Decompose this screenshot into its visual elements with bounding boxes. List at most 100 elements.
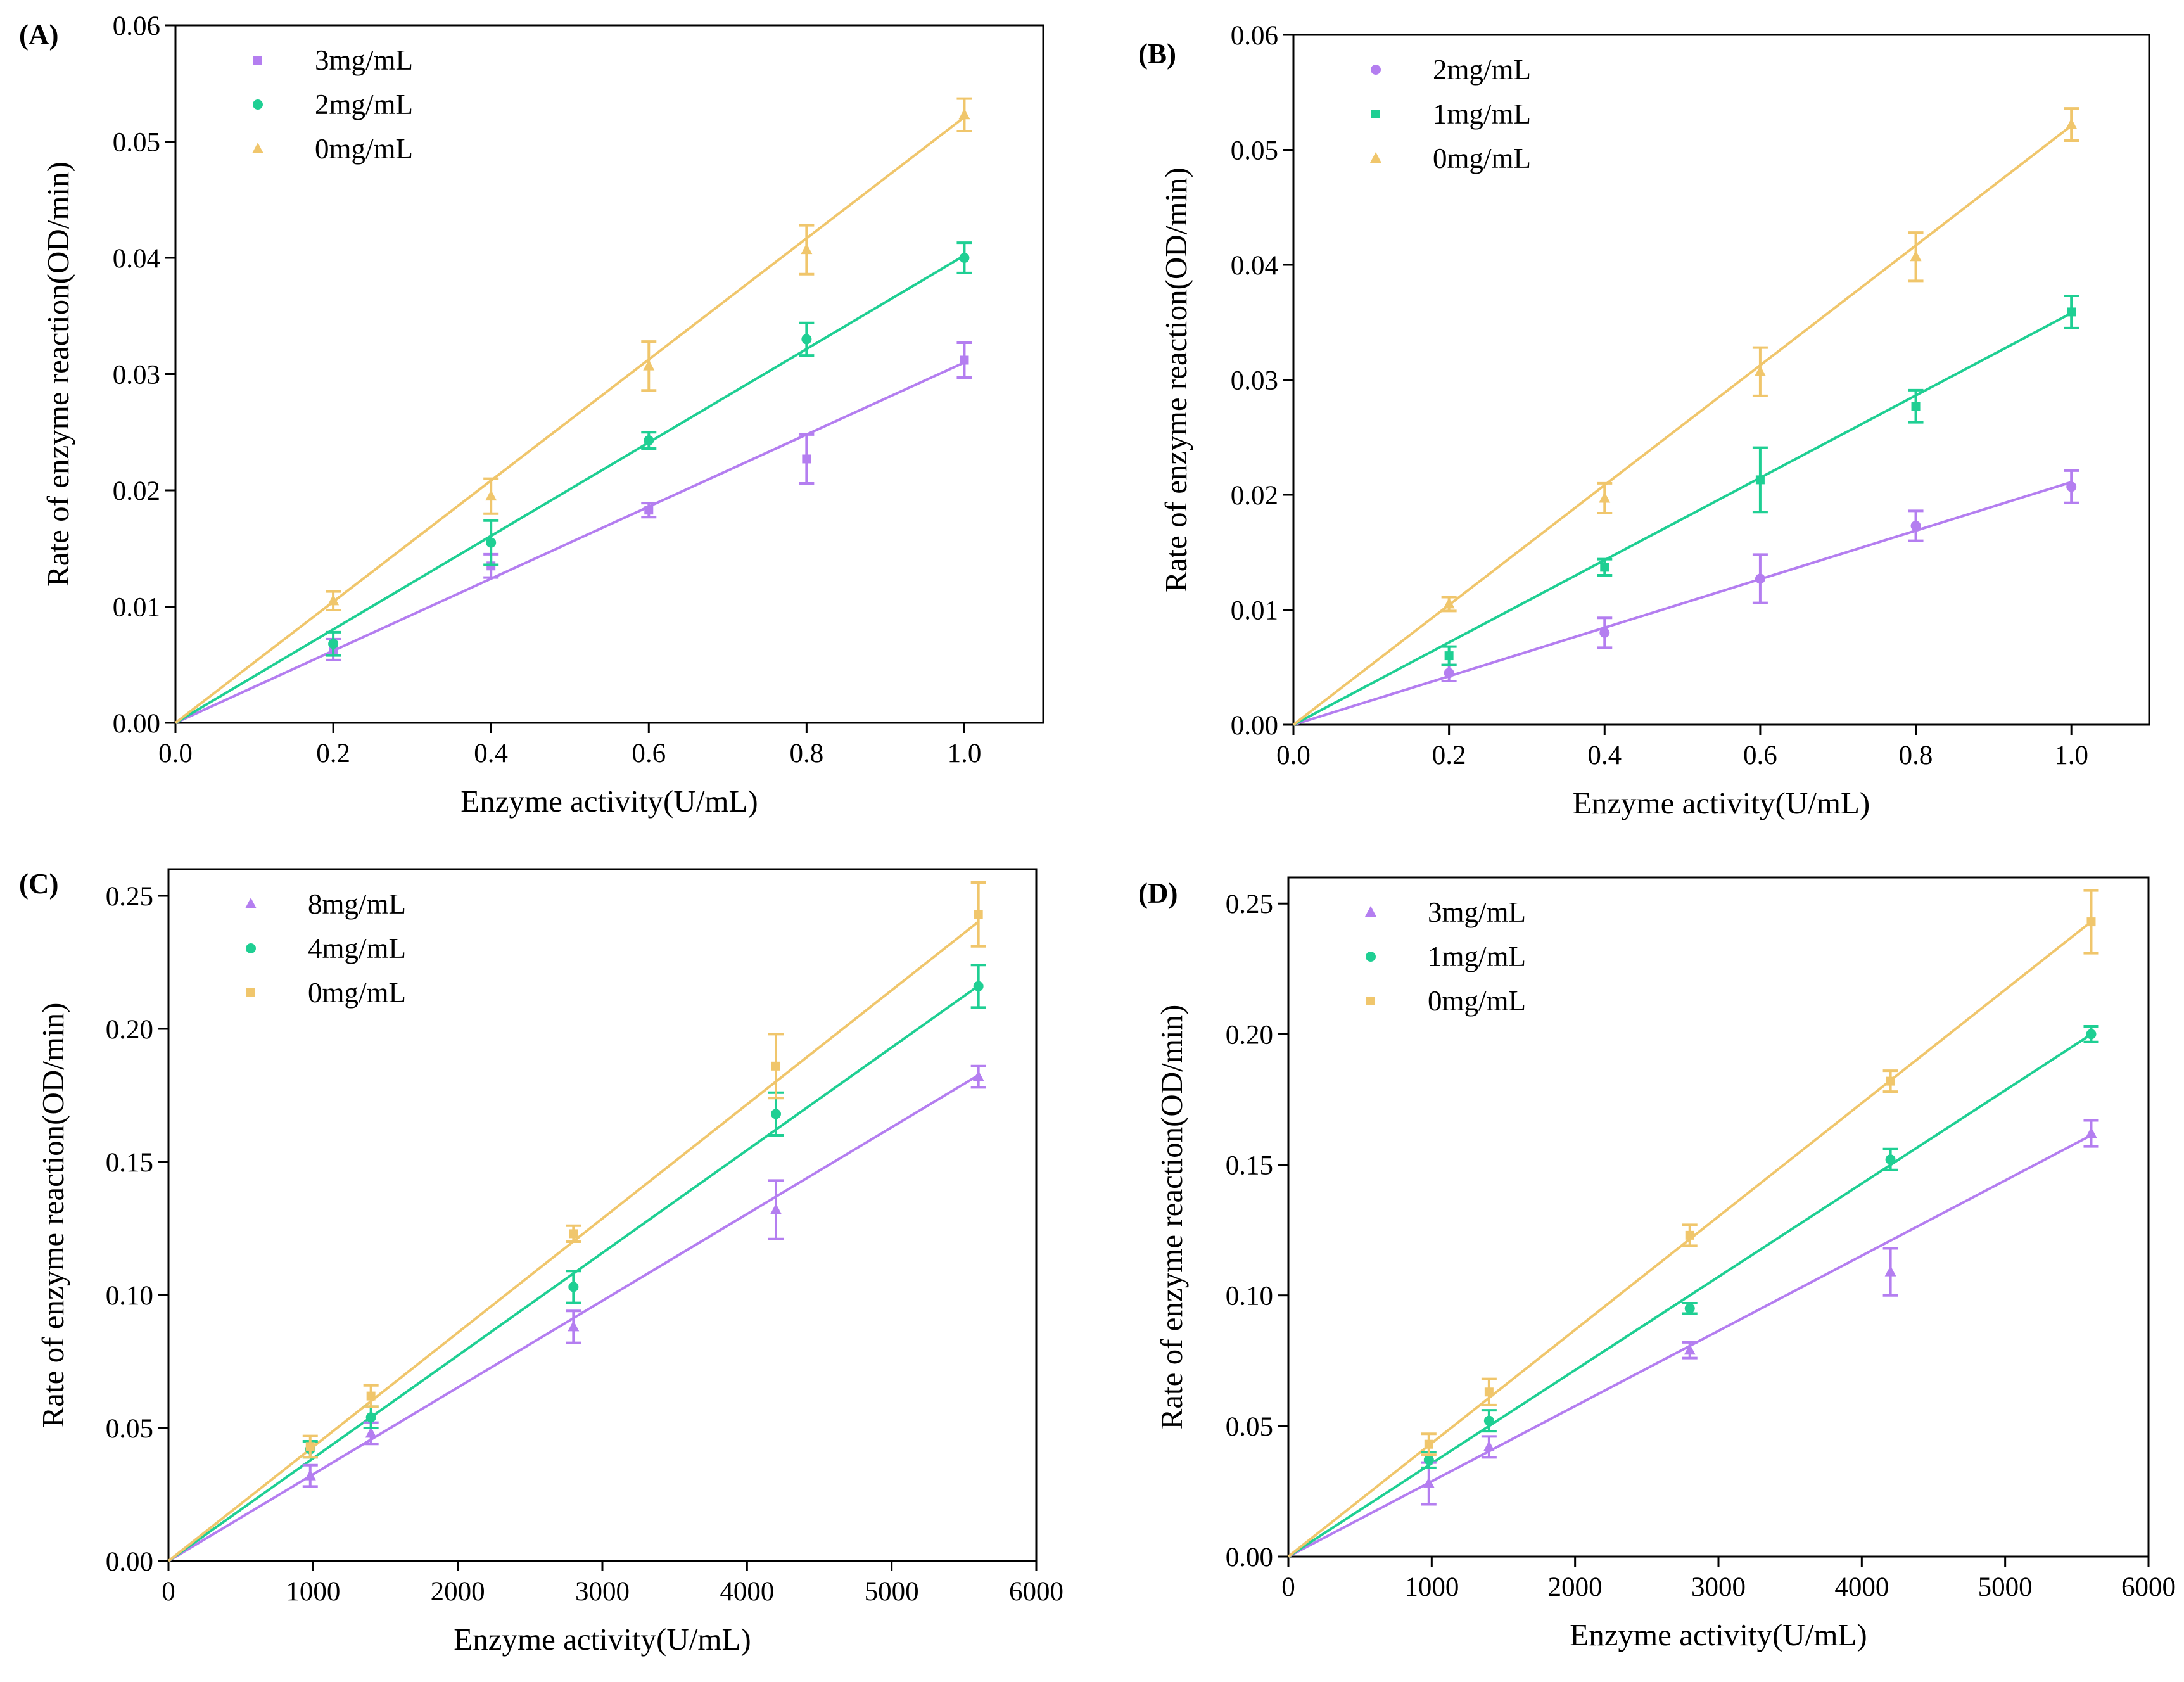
y-axis-title: Rate of enzyme reaction(OD/min) <box>1154 1005 1189 1430</box>
y-tick-label: 0.00 <box>113 709 160 739</box>
legend-marker <box>1370 152 1381 163</box>
data-point <box>1483 1440 1495 1451</box>
data-point <box>305 1442 315 1451</box>
x-tick-label: 3000 <box>575 1577 630 1607</box>
data-point <box>1444 651 1454 661</box>
data-point <box>2085 1127 2097 1138</box>
series-2 <box>1441 107 2079 613</box>
data-point <box>1755 573 1765 584</box>
fit-line-1mg/mL <box>1293 312 2073 726</box>
data-point <box>1443 597 1455 609</box>
legend-label: 1mg/mL <box>1433 98 1531 130</box>
y-tick-label: 0.02 <box>113 476 160 506</box>
series-1 <box>1421 1025 2099 1469</box>
data-point <box>1600 563 1609 572</box>
y-tick-label: 0.04 <box>1231 251 1278 281</box>
legend-label: 0mg/mL <box>308 977 406 1009</box>
y-tick-label: 0.01 <box>1231 596 1278 626</box>
y-tick-label: 0.03 <box>1231 366 1278 396</box>
panel-label: (B) <box>1138 38 1176 70</box>
legend-label: 2mg/mL <box>1433 54 1531 86</box>
data-point <box>1754 365 1766 376</box>
data-point <box>2086 917 2096 927</box>
data-point <box>801 334 812 345</box>
legend-label: 4mg/mL <box>308 933 406 964</box>
x-tick-label: 0.6 <box>632 739 666 768</box>
x-tick-label: 0.0 <box>1276 741 1311 770</box>
x-tick-label: 0.2 <box>1432 741 1466 770</box>
y-tick-label: 0.15 <box>106 1148 153 1178</box>
x-tick-label: 1000 <box>286 1577 340 1607</box>
y-tick-label: 0.06 <box>1231 21 1278 51</box>
fit-line-3mg/mL <box>175 361 965 724</box>
data-point <box>771 1109 781 1119</box>
x-tick-label: 0.8 <box>1899 741 1933 770</box>
panel-a: (A) 0.0 0.2 0.4 0.6 0.8 1.0 0.00 0.01 0.02 0.03 0.0… <box>19 11 1044 819</box>
y-tick-label: 0.05 <box>113 128 160 158</box>
x-tick-label: 0 <box>1281 1572 1295 1602</box>
legend-label: 8mg/mL <box>308 888 406 920</box>
data-point <box>972 1070 984 1081</box>
data-point <box>486 537 497 548</box>
panel-label: (C) <box>19 868 58 900</box>
data-point <box>366 1391 376 1401</box>
data-point <box>974 910 983 919</box>
legend-label: 0mg/mL <box>315 133 413 165</box>
panel-b: (B) 0.0 0.2 0.4 0.6 0.8 1.0 0.00 0.01 0.02 0.03 0.0… <box>1138 21 2150 820</box>
y-tick-label: 0.15 <box>1226 1151 1273 1181</box>
y-axis-title: Rate of enzyme reaction(OD/min) <box>41 162 75 587</box>
data-point <box>1599 492 1611 503</box>
legend-marker <box>1366 952 1376 962</box>
legend-marker <box>1371 110 1380 118</box>
data-point <box>2067 307 2076 317</box>
data-point <box>2066 118 2078 129</box>
panel-c: (C) 0 1000 2000 3000 4000 5000 6000 0.00 0.05 0.10… <box>19 868 1063 1657</box>
x-tick-label: 1.0 <box>948 739 982 768</box>
data-point <box>1599 627 1610 638</box>
series-1 <box>326 241 972 657</box>
y-tick-label: 0.25 <box>1226 889 1273 919</box>
data-point <box>643 359 655 371</box>
data-point <box>959 253 970 263</box>
legend-label: 2mg/mL <box>315 89 413 120</box>
fit-line-0mg/mL <box>174 116 965 724</box>
y-tick-label: 0.05 <box>1231 136 1278 166</box>
data-point <box>770 1203 782 1214</box>
legend-marker <box>252 143 263 153</box>
series-0 <box>1421 1119 2099 1506</box>
legend-marker <box>1371 65 1381 75</box>
data-point <box>365 1412 376 1423</box>
x-tick-label: 2000 <box>431 1577 485 1607</box>
x-tick-label: 0.6 <box>1743 741 1777 770</box>
data-point <box>771 1061 780 1071</box>
data-point <box>1684 1303 1695 1314</box>
panel-d: (D) 0 1000 2000 3000 4000 5000 6000 0.00 0.05 0.10… <box>1138 876 2176 1652</box>
data-point <box>1684 1344 1696 1355</box>
data-point <box>304 1469 316 1481</box>
x-tick-label: 0.2 <box>316 739 350 768</box>
data-point <box>568 1282 579 1292</box>
x-axis-title: Enzyme activity(U/mL) <box>454 1622 751 1657</box>
data-point <box>328 639 339 649</box>
data-point <box>327 594 340 606</box>
data-point <box>365 1427 377 1438</box>
data-point <box>1484 1387 1494 1397</box>
legend-marker <box>245 898 257 908</box>
legend-marker <box>1365 906 1376 917</box>
data-point <box>1424 1439 1433 1449</box>
panel-label: (D) <box>1138 877 1178 909</box>
legend-marker <box>246 943 256 953</box>
data-point <box>960 355 969 365</box>
series-0 <box>302 1064 986 1488</box>
legend-marker <box>253 99 263 110</box>
data-point <box>801 243 813 255</box>
x-axis-title: Enzyme activity(U/mL) <box>1570 1617 1867 1652</box>
legend-marker <box>246 988 255 997</box>
y-axis-title: Rate of enzyme reaction(OD/min) <box>1159 167 1193 592</box>
y-tick-label: 0.01 <box>113 593 160 623</box>
y-tick-label: 0.05 <box>106 1414 153 1444</box>
data-point <box>485 490 497 501</box>
data-point <box>802 454 811 464</box>
data-point <box>644 435 654 446</box>
y-tick-label: 0.00 <box>1231 711 1278 741</box>
